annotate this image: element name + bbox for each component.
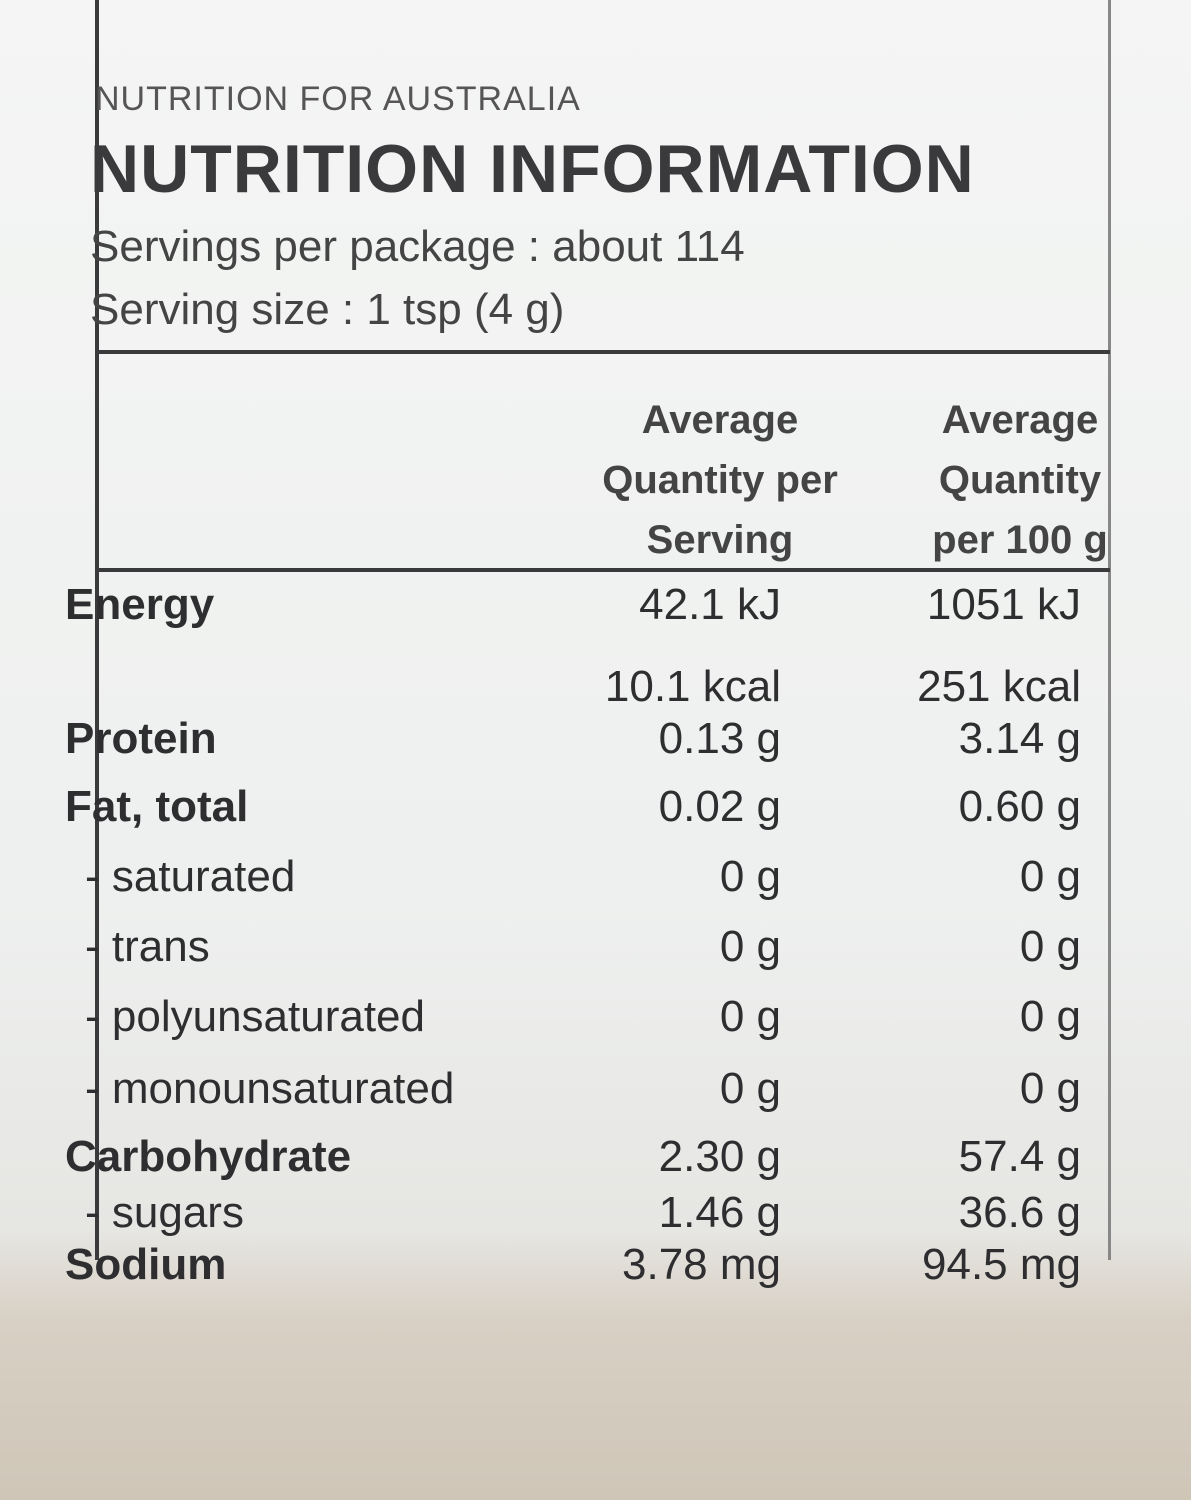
row-label: - sugars [85,1188,244,1237]
per-100g: 0 g [1019,852,1081,901]
row-label: - trans [85,922,210,971]
border [95,0,99,1260]
border [1108,0,1111,1260]
per-100g: 251 kcal [917,662,1081,711]
row-label: Sodium [65,1240,227,1289]
column-header: Average Quantity per Serving [602,398,838,562]
column-header: Average Quantity per 100 g [932,398,1108,562]
row-label: - saturated [85,852,296,901]
per-serving: 10.1 kcal [604,662,781,711]
title: NUTRITION INFORMATION [90,131,975,207]
per-serving: 0 g [719,852,781,901]
per-serving: 0.02 g [658,782,781,831]
servings: Servings per package : about 114 [90,222,745,271]
per-serving: 2.30 g [658,1132,781,1181]
per-100g: 94.5 mg [922,1240,1081,1289]
per-100g: 57.4 g [958,1132,1081,1181]
row-label: - monounsaturated [85,1064,455,1113]
per-100g: 0 g [1019,922,1081,971]
per-100g: 3.14 g [958,714,1081,763]
per-100g: 0.60 g [958,782,1081,831]
per-serving: 1.46 g [658,1188,781,1237]
row-label: Fat, total [65,782,249,831]
per-serving: 42.1 kJ [639,580,781,629]
rule [95,350,1110,354]
per-100g: 1051 kJ [926,580,1081,629]
per-serving: 0.13 g [658,714,781,763]
per-serving: 3.78 mg [622,1240,781,1289]
rule [95,568,1110,572]
row-label: Protein [65,714,217,763]
per-100g: 36.6 g [958,1188,1081,1237]
per-serving: 0 g [719,992,781,1041]
per-serving: 0 g [719,922,781,971]
row-label: Energy [65,580,215,629]
row-label: - polyunsaturated [85,992,425,1041]
per-serving: 0 g [719,1064,781,1113]
top-line: NUTRITION FOR AUSTRALIA [95,80,581,118]
per-100g: 0 g [1019,992,1081,1041]
serving-size: Serving size : 1 tsp (4 g) [90,285,565,334]
per-100g: 0 g [1019,1064,1081,1113]
row-label: Carbohydrate [65,1132,352,1181]
